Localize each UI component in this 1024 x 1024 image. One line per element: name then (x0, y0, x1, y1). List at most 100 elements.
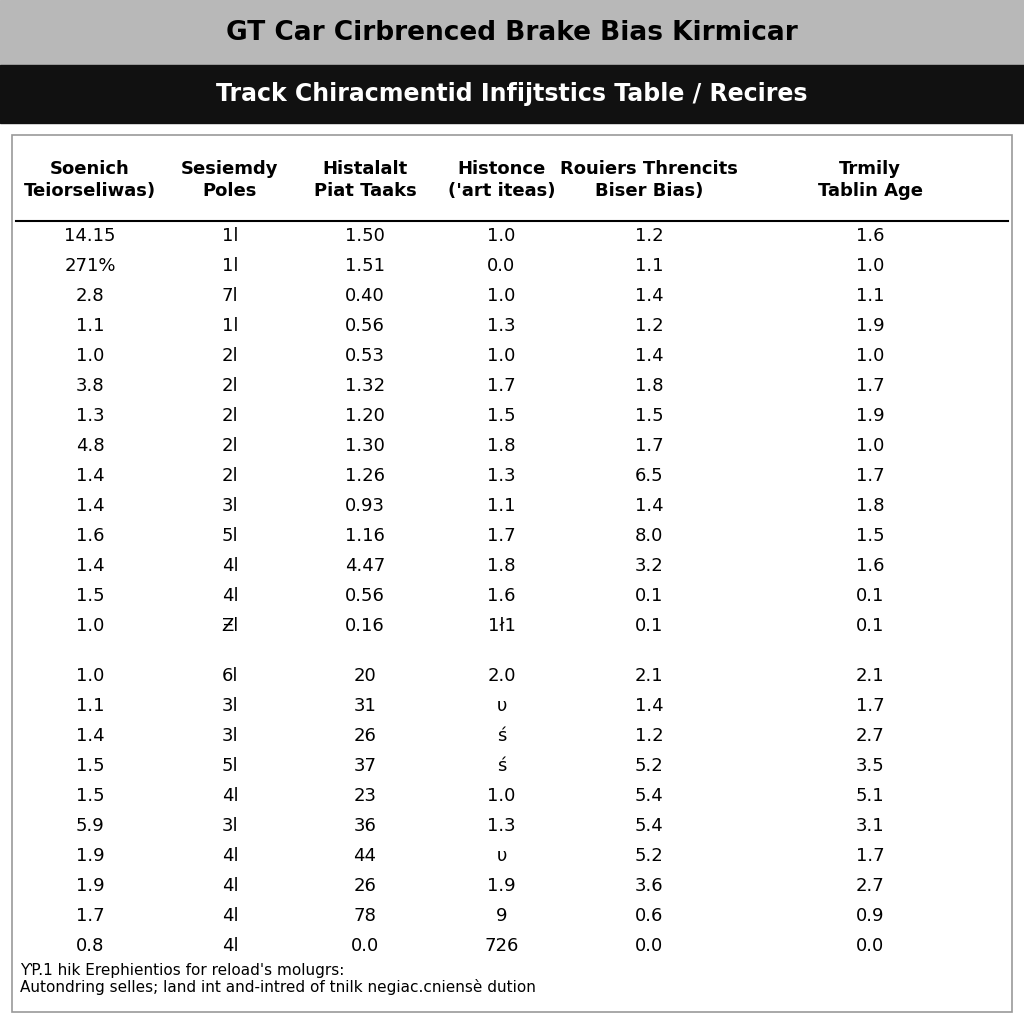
Text: 2.7: 2.7 (856, 727, 885, 745)
Text: 23: 23 (353, 787, 377, 805)
Text: 1.7: 1.7 (635, 437, 664, 455)
Text: 3.5: 3.5 (856, 757, 885, 775)
Text: 271%: 271% (65, 257, 116, 275)
Text: 1l: 1l (222, 317, 239, 335)
Text: 1.1: 1.1 (856, 287, 885, 305)
Text: Track Chiracmentid Infijtstics Table / Recires: Track Chiracmentid Infijtstics Table / R… (216, 82, 808, 106)
Text: 1.8: 1.8 (487, 557, 516, 575)
Text: 2.8: 2.8 (76, 287, 104, 305)
Text: 1.3: 1.3 (487, 467, 516, 485)
Text: 2l: 2l (221, 467, 239, 485)
Text: 4.8: 4.8 (76, 437, 104, 455)
Text: 4.47: 4.47 (345, 557, 385, 575)
Text: 1l: 1l (222, 257, 239, 275)
Text: 1.9: 1.9 (76, 847, 104, 865)
Bar (0, 0, 1024, 65)
Text: 1.7: 1.7 (856, 847, 885, 865)
Text: 1.9: 1.9 (856, 407, 885, 425)
Text: 1.5: 1.5 (856, 527, 885, 545)
Text: 0.0: 0.0 (487, 257, 516, 275)
Text: 6l: 6l (222, 667, 239, 685)
Text: 4l: 4l (221, 877, 239, 895)
Text: 1.0: 1.0 (487, 287, 516, 305)
Text: 1.51: 1.51 (345, 257, 385, 275)
Text: 1.0: 1.0 (76, 347, 104, 365)
Text: 5l: 5l (221, 757, 239, 775)
Text: 5.2: 5.2 (635, 847, 664, 865)
Text: 1.2: 1.2 (635, 317, 664, 335)
Text: Sesiemdy
Poles: Sesiemdy Poles (181, 160, 279, 201)
Text: 1.6: 1.6 (76, 527, 104, 545)
Text: 3l: 3l (221, 817, 239, 835)
Text: 1.9: 1.9 (487, 877, 516, 895)
Text: 1.4: 1.4 (76, 497, 104, 515)
Text: 5.4: 5.4 (635, 817, 664, 835)
Text: 2.7: 2.7 (856, 877, 885, 895)
Text: 9: 9 (496, 907, 507, 925)
Text: 3.8: 3.8 (76, 377, 104, 395)
Text: 0.0: 0.0 (351, 937, 379, 955)
Text: 1.4: 1.4 (635, 287, 664, 305)
Text: Histonce
('art iteas): Histonce ('art iteas) (447, 160, 555, 201)
Text: 4l: 4l (221, 787, 239, 805)
Text: 1.3: 1.3 (487, 817, 516, 835)
Text: 5.1: 5.1 (856, 787, 885, 805)
Text: 0.1: 0.1 (856, 587, 884, 605)
Text: 44: 44 (353, 847, 377, 865)
Text: 0.0: 0.0 (635, 937, 664, 955)
Text: 4l: 4l (221, 587, 239, 605)
Text: 2.1: 2.1 (856, 667, 885, 685)
Text: Autondring selles; land int and-intred of tnilk negiac.cniensè dution: Autondring selles; land int and-intred o… (20, 979, 536, 995)
Text: 0.93: 0.93 (345, 497, 385, 515)
Text: 1.7: 1.7 (487, 377, 516, 395)
Text: 1.50: 1.50 (345, 227, 385, 245)
Text: 1.5: 1.5 (76, 757, 104, 775)
Text: 3.2: 3.2 (635, 557, 664, 575)
Text: 1.5: 1.5 (635, 407, 664, 425)
Text: 1.5: 1.5 (76, 787, 104, 805)
Text: 4l: 4l (221, 907, 239, 925)
Text: 1.6: 1.6 (856, 227, 885, 245)
Text: 0.1: 0.1 (635, 617, 664, 635)
Text: 7l: 7l (221, 287, 239, 305)
Text: 1.4: 1.4 (76, 557, 104, 575)
Text: 1l: 1l (222, 227, 239, 245)
Text: 78: 78 (353, 907, 377, 925)
Text: 0.1: 0.1 (856, 617, 884, 635)
Text: 14.15: 14.15 (65, 227, 116, 245)
Text: Soenich
Teiorseliwas): Soenich Teiorseliwas) (24, 160, 156, 201)
Text: 4l: 4l (221, 937, 239, 955)
Text: 1.8: 1.8 (856, 497, 885, 515)
Text: 0.16: 0.16 (345, 617, 385, 635)
Text: 1.0: 1.0 (487, 347, 516, 365)
Text: 1.26: 1.26 (345, 467, 385, 485)
Text: 1.7: 1.7 (76, 907, 104, 925)
Text: 3l: 3l (221, 727, 239, 745)
Text: 1.6: 1.6 (487, 587, 516, 605)
Text: 8.0: 8.0 (635, 527, 664, 545)
Text: 1.0: 1.0 (76, 667, 104, 685)
Text: 1.0: 1.0 (487, 227, 516, 245)
Text: 1.1: 1.1 (76, 697, 104, 715)
Text: 1.3: 1.3 (76, 407, 104, 425)
Text: 37: 37 (353, 757, 377, 775)
Text: 1.32: 1.32 (345, 377, 385, 395)
Text: Rouiers Threncits
Biser Bias): Rouiers Threncits Biser Bias) (560, 160, 738, 201)
Text: 1.4: 1.4 (635, 697, 664, 715)
Text: 1.7: 1.7 (856, 467, 885, 485)
Text: 726: 726 (484, 937, 519, 955)
Text: 3.6: 3.6 (635, 877, 664, 895)
Text: υ: υ (497, 847, 507, 865)
Text: ś: ś (497, 757, 506, 775)
Text: 1.2: 1.2 (635, 727, 664, 745)
Text: 2l: 2l (221, 407, 239, 425)
Text: 1ł1: 1ł1 (487, 617, 515, 635)
Text: 1.4: 1.4 (635, 497, 664, 515)
Text: 0.56: 0.56 (345, 587, 385, 605)
Text: 1.0: 1.0 (856, 257, 884, 275)
Text: 0.9: 0.9 (856, 907, 885, 925)
Text: 2l: 2l (221, 377, 239, 395)
Text: 6.5: 6.5 (635, 467, 664, 485)
Text: 1.5: 1.5 (76, 587, 104, 605)
Text: 1.0: 1.0 (76, 617, 104, 635)
